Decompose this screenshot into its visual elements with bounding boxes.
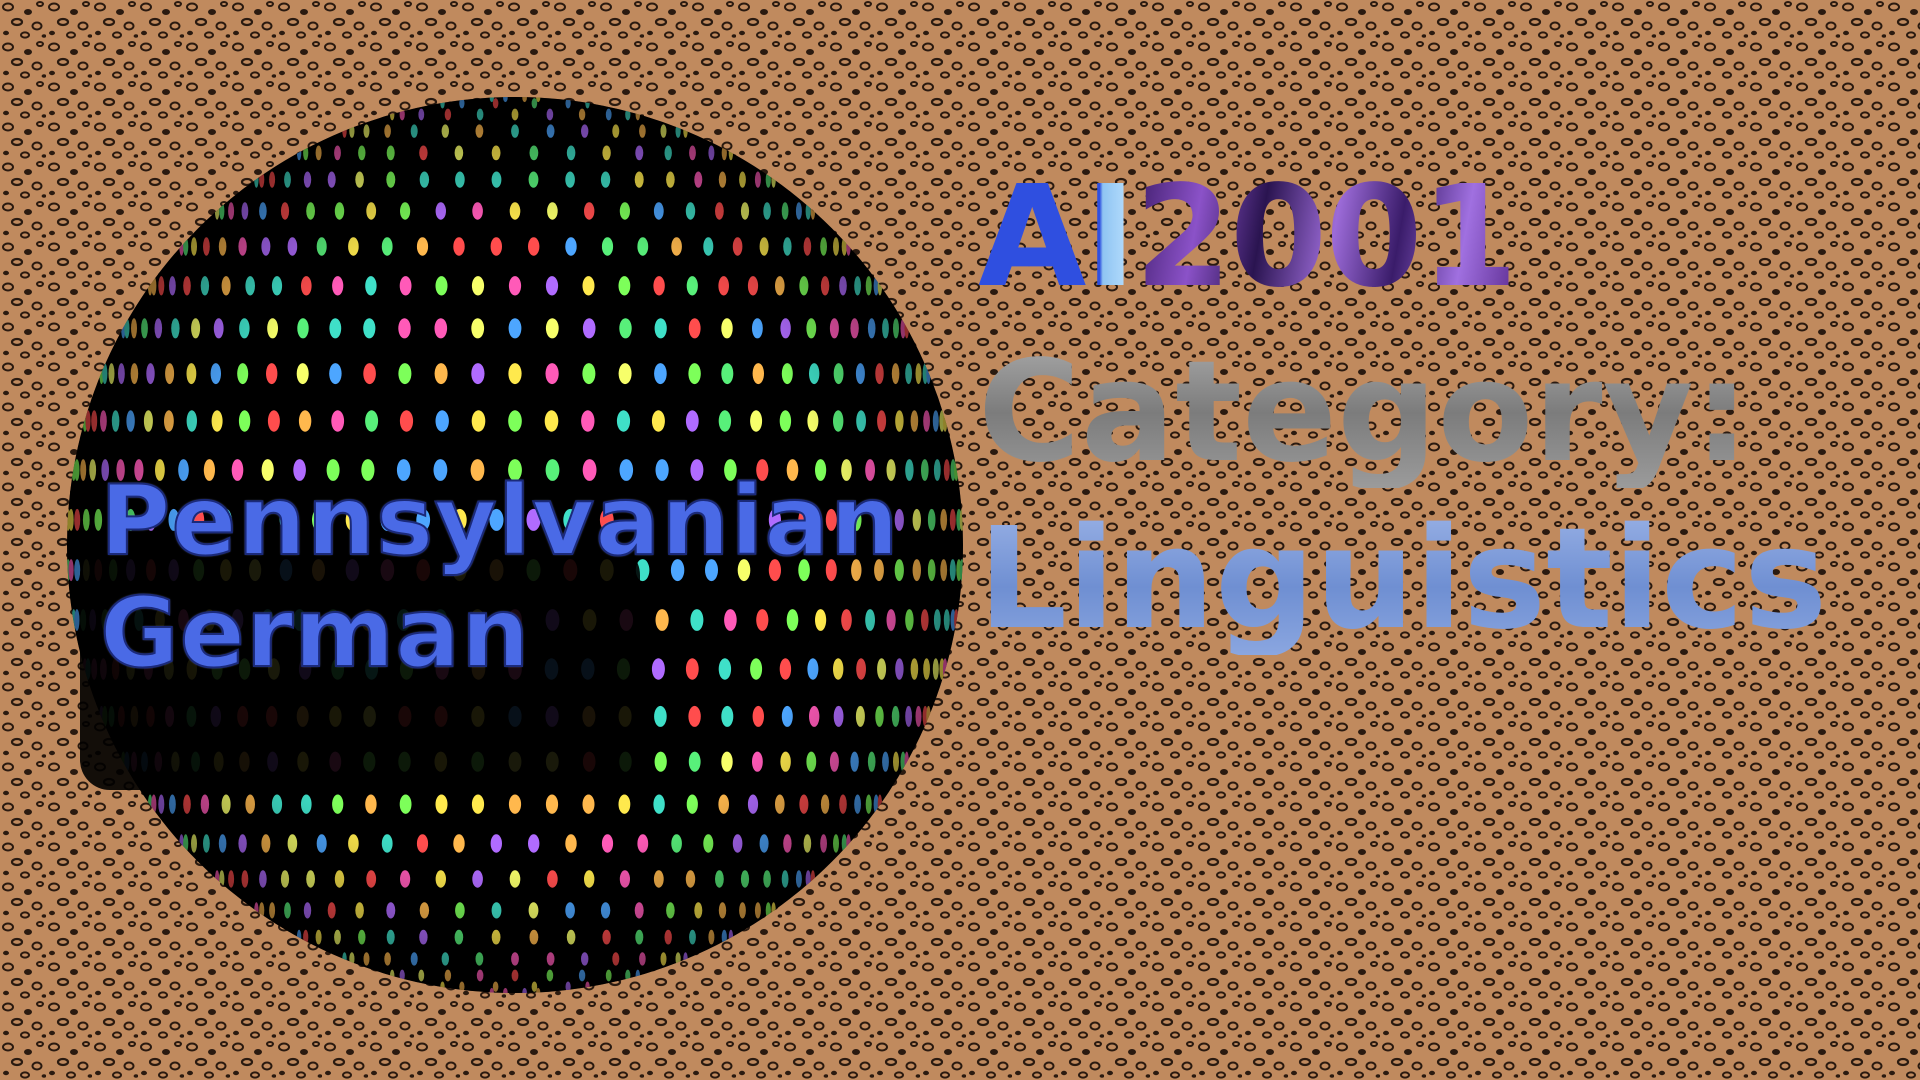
topic-title: Pennsylvanian German [99,464,960,690]
disco-ball-sphere [60,90,970,1000]
brand-prefix: AI [978,156,1136,319]
brand-year: 2001 [1134,156,1518,319]
topic-title-line-1: Pennsylvanian [99,464,900,578]
category-value: Linguistics [978,498,1828,661]
brand-logo: AI2001 [978,168,1518,308]
category-label: Category: [978,331,1750,494]
topic-title-line-2: German [99,576,531,690]
